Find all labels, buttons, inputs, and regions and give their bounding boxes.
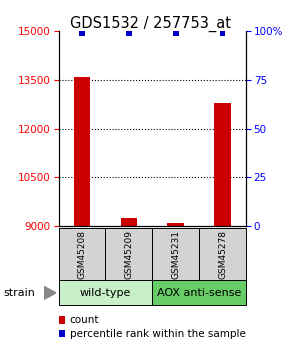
Text: strain: strain: [3, 288, 35, 298]
Text: GSM45231: GSM45231: [171, 230, 180, 279]
Bar: [152, 228, 199, 281]
Bar: [58, 280, 152, 305]
Bar: [74, 77, 90, 226]
Bar: [167, 223, 184, 226]
Text: GSM45209: GSM45209: [124, 230, 133, 279]
Bar: [152, 280, 246, 305]
Bar: [58, 228, 105, 281]
Bar: [199, 228, 246, 281]
Text: count: count: [70, 315, 99, 325]
Bar: [105, 228, 152, 281]
Polygon shape: [44, 286, 56, 300]
Bar: [126, 31, 132, 36]
Text: GSM45208: GSM45208: [77, 230, 86, 279]
Text: AOX anti-sense: AOX anti-sense: [157, 288, 241, 298]
Bar: [173, 31, 178, 36]
Text: wild-type: wild-type: [80, 288, 131, 298]
Bar: [121, 218, 137, 226]
Text: GSM45278: GSM45278: [218, 230, 227, 279]
Bar: [79, 31, 85, 36]
Bar: [220, 31, 225, 36]
Bar: [214, 102, 231, 226]
Text: percentile rank within the sample: percentile rank within the sample: [70, 329, 245, 338]
Text: GDS1532 / 257753_at: GDS1532 / 257753_at: [70, 16, 230, 32]
